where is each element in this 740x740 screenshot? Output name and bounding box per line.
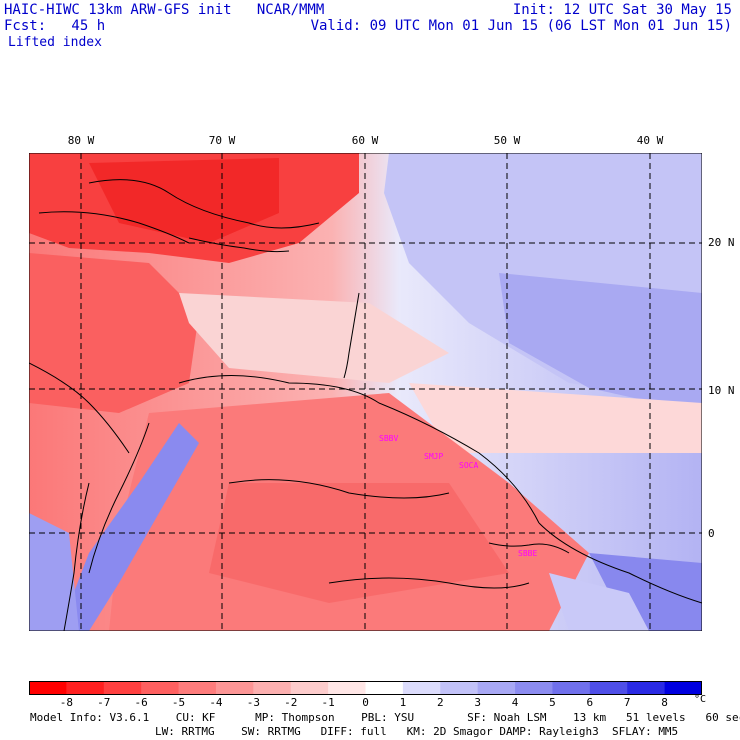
stable-air-region-southeast [589, 553, 702, 631]
colorbar-tick-label: 7 [623, 696, 631, 709]
neutral-band-atlantic [409, 383, 702, 453]
latitude-label: 0 [708, 527, 715, 540]
site-label-smjp: SMJP [424, 452, 444, 461]
colorbar-tick-label: 5 [549, 696, 556, 709]
colorbar-swatch [103, 681, 142, 695]
longitude-label: 40 W [636, 134, 664, 147]
longitude-label: 50 W [493, 134, 521, 147]
contour-line [228, 479, 450, 499]
colorbar-tick-label: 2 [436, 696, 444, 709]
colorbar-tick-label: 8 [661, 696, 668, 709]
colorbar-swatch [253, 681, 292, 695]
header-init-time: Init: 12 UTC Sat 30 May 15 [512, 2, 732, 18]
lesser-antilles-arc [343, 292, 360, 379]
colorbar-swatch [178, 681, 217, 695]
colorbar-swatch [552, 681, 591, 695]
coastline-central-america [29, 362, 130, 454]
colorbar-swatch [365, 681, 404, 695]
latitude-label: 20 N [708, 236, 735, 249]
colorbar-swatch [215, 681, 254, 695]
stable-air-region-pacific [29, 513, 79, 631]
colorbar-tick-label: -6 [134, 696, 148, 709]
colorbar-tick-label: -4 [209, 696, 223, 709]
colorbar-tick-label: -1 [321, 696, 335, 709]
colorbar-tick-label: -7 [97, 696, 111, 709]
colorbar-tick-label: 0 [362, 696, 369, 709]
colorbar-swatch [29, 681, 67, 695]
unstable-region-amazon [209, 483, 509, 603]
header-valid-time: Valid: 09 UTC Mon 01 Jun 15 (06 LST Mon … [310, 18, 732, 34]
colorbar-tick-label: -2 [284, 696, 298, 709]
site-label-soca: SOCA [459, 461, 479, 470]
stable-air-region-east [499, 273, 702, 413]
colorbar-swatch [402, 681, 441, 695]
unstable-region-west [29, 253, 199, 413]
site-label-sbbe: SBBE [518, 549, 538, 558]
longitude-label: 60 W [351, 134, 379, 147]
neutral-band-caribbean [179, 293, 449, 383]
colorbar-tick-label: 4 [511, 696, 519, 709]
colorbar-tick-label: 3 [474, 696, 481, 709]
longitude-label: 80 W [67, 134, 95, 147]
colorbar-tick-label: -8 [59, 696, 73, 709]
coastline-andes-ridge [88, 422, 150, 574]
colorbar-unit: °C [694, 694, 707, 705]
coastline-south-america-north [178, 375, 540, 524]
coastline-pacific-south-america [63, 482, 90, 631]
colorbar-swatch [440, 681, 479, 695]
coastline-hispaniola [188, 237, 290, 253]
longitude-label: 70 W [208, 134, 236, 147]
colorbar-tick-label: 1 [399, 696, 407, 709]
coastline-south-america-east [538, 522, 702, 604]
colorbar-swatch [290, 681, 329, 695]
coastline-cuba [38, 211, 190, 244]
field-name: Lifted index [8, 35, 102, 50]
stable-air-region-south-atlantic [549, 573, 649, 631]
colorbar-border [29, 681, 702, 695]
colorbar-swatch [589, 681, 628, 695]
colorbar-swatch [664, 681, 703, 695]
colorbar-swatch [328, 681, 366, 695]
colorbar-tick-label: -5 [171, 696, 186, 709]
colorbar-swatch [66, 681, 105, 695]
colorbar-swatch [141, 681, 180, 695]
latitude-label: 10 N [708, 384, 735, 397]
coastline-amazon-river [488, 542, 570, 554]
coastline-caribbean-islands [88, 179, 320, 229]
colorbar-swatch [627, 681, 666, 695]
header-title: HAIC-HIWC 13km ARW-GFS init NCAR/MMM [4, 2, 325, 18]
colorbar-swatch [477, 681, 516, 695]
colorbar-tick-label: 6 [586, 696, 594, 709]
colorbar-tick-label: -3 [246, 696, 260, 709]
footer-model-info: Model Info: V3.6.1 CU: KF MP: Thompson P… [30, 711, 740, 724]
header-forecast-hour: Fcst: 45 h [4, 18, 106, 34]
colorbar [29, 680, 703, 695]
lifted-index-map [29, 153, 702, 631]
footer-physics-info: LW: RRTMG SW: RRTMG DIFF: full KM: 2D Sm… [155, 725, 679, 738]
stable-air-region-andes [59, 423, 199, 631]
colorbar-swatch [515, 681, 553, 695]
site-label-sbbv: SBBV [379, 434, 399, 443]
